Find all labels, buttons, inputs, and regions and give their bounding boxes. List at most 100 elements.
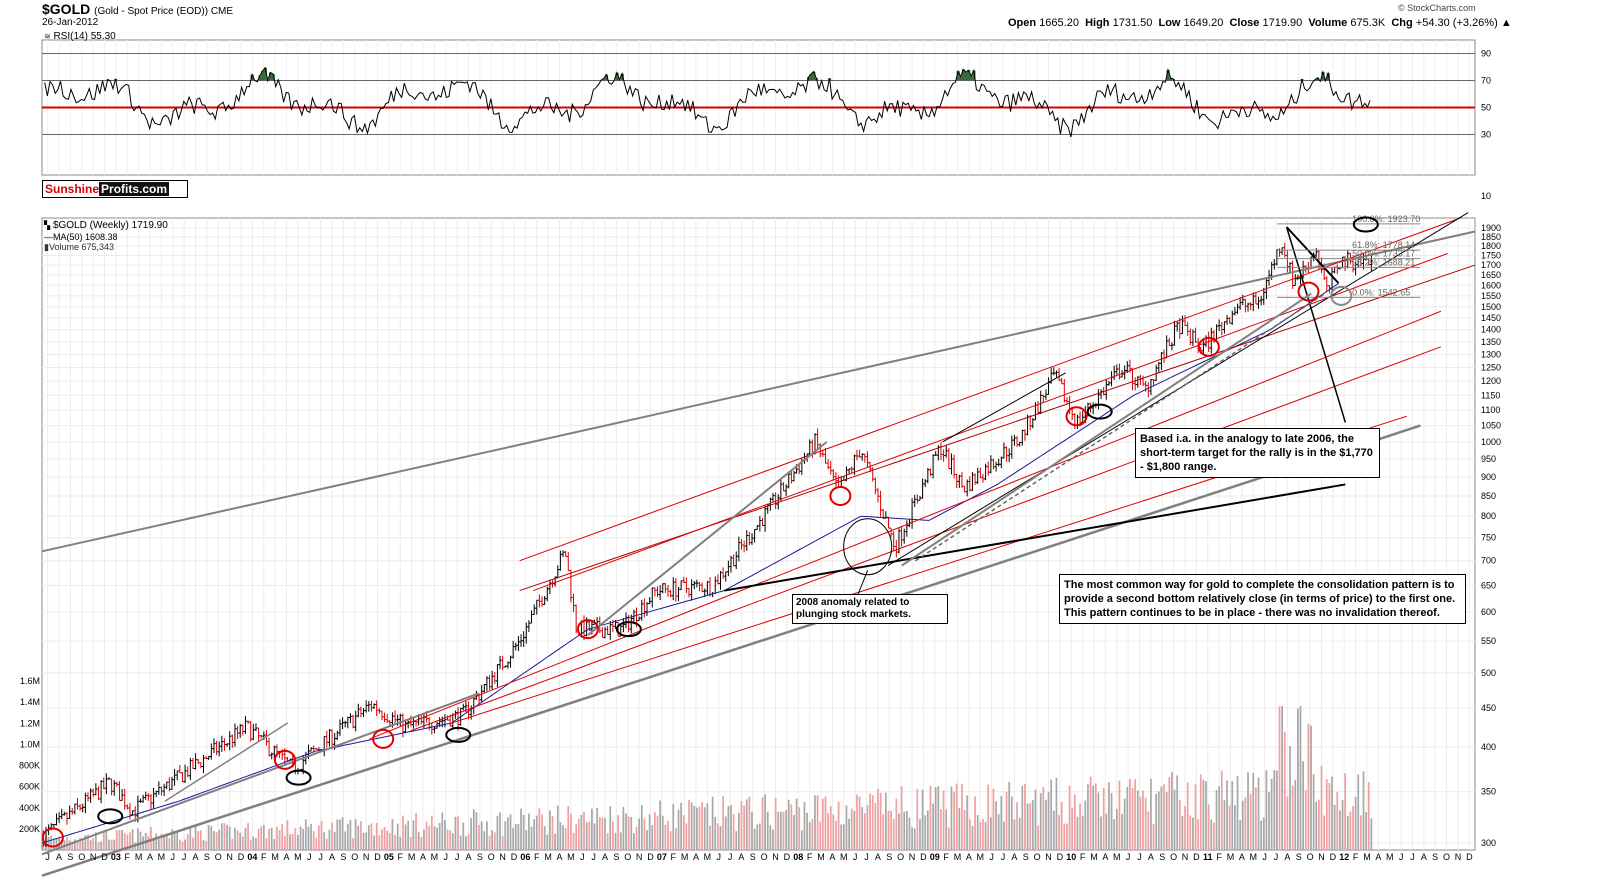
rsi-overbought-fill xyxy=(261,70,265,81)
volume-bar xyxy=(68,840,71,850)
volume-bar xyxy=(1010,796,1013,850)
volume-bar xyxy=(139,831,142,850)
volume-bar xyxy=(585,822,588,850)
price-tick-label: 1700 xyxy=(1481,260,1501,270)
volume-bar xyxy=(570,813,572,850)
price-legend: ▚ $GOLD (Weekly) 1719.90 xyxy=(44,220,168,231)
x-tick-label: A xyxy=(56,852,62,862)
x-tick-label: 12 xyxy=(1339,852,1349,862)
volume-bar xyxy=(895,798,898,850)
volume-bar xyxy=(171,829,173,850)
volume-bar xyxy=(675,828,677,850)
price-frame xyxy=(41,217,1476,851)
x-tick-label: J xyxy=(864,852,869,862)
volume-bar xyxy=(247,823,249,850)
volume-bar xyxy=(428,826,431,850)
x-tick-label: J xyxy=(989,852,994,862)
volume-bar xyxy=(339,819,341,850)
volume-bar xyxy=(661,815,664,850)
volume-bar xyxy=(913,828,916,850)
x-tick-label: M xyxy=(1090,852,1098,862)
volume-bar xyxy=(213,831,215,850)
volume-bar xyxy=(1121,813,1123,850)
volume-bar xyxy=(433,826,436,850)
volume-bar xyxy=(457,816,459,850)
volume-bar xyxy=(934,787,937,850)
volume-bar xyxy=(281,823,284,850)
volume-bar xyxy=(168,838,171,850)
volume-bar xyxy=(1157,791,1160,850)
rsi-overbought-fill xyxy=(961,69,966,81)
volume-bar xyxy=(989,817,992,850)
volume-bar xyxy=(299,826,302,850)
price-legend-icon: ▚ xyxy=(44,221,51,230)
x-tick-label: A xyxy=(1239,852,1245,862)
x-tick-label: 08 xyxy=(793,852,803,862)
volume-bar xyxy=(625,813,627,850)
volume-bar xyxy=(226,824,228,850)
volume-bar xyxy=(940,809,942,850)
volume-bar xyxy=(533,819,536,850)
high-label: High xyxy=(1085,17,1110,29)
price-tick-label: 1450 xyxy=(1481,313,1501,323)
x-tick-label: O xyxy=(1307,852,1314,862)
x-tick-label: D xyxy=(920,852,927,862)
volume-bar xyxy=(1155,793,1158,850)
x-tick-label: J xyxy=(171,852,176,862)
volume-tick-label: 1.2M xyxy=(20,718,40,728)
rsi-overbought-fill xyxy=(812,71,816,81)
volume-bar xyxy=(680,802,682,850)
volume-bar xyxy=(735,831,738,850)
volume-bar xyxy=(1270,778,1273,850)
volume-bar xyxy=(514,823,517,850)
volume-bar xyxy=(1344,773,1347,850)
price-tick-label: 550 xyxy=(1481,636,1496,646)
gray-support-2003 xyxy=(164,722,289,802)
volume-bar xyxy=(1333,804,1336,850)
volume-bar xyxy=(866,804,869,850)
volume-bar xyxy=(963,809,966,850)
volume-bar xyxy=(1115,808,1118,850)
volume-bar xyxy=(1147,811,1150,850)
x-tick-label: M xyxy=(977,852,985,862)
volume-bar xyxy=(1160,786,1163,850)
highlight-circle xyxy=(1330,285,1353,306)
volume-bar xyxy=(1192,817,1194,850)
volume-bar xyxy=(1283,731,1286,850)
volume-bar xyxy=(543,826,546,850)
red-line-2 xyxy=(519,217,1462,562)
fib-level-label: 38.2%: 1688.21 xyxy=(1352,257,1415,267)
x-tick-label: M xyxy=(1386,852,1394,862)
price-tick-label: 1600 xyxy=(1481,280,1501,290)
volume-bar xyxy=(604,818,606,850)
x-tick-label: J xyxy=(1126,852,1131,862)
volume-bar xyxy=(1220,770,1223,850)
highlight-circle xyxy=(41,827,64,848)
black-projection xyxy=(1285,226,1347,423)
volume-bar xyxy=(318,825,320,850)
volume-bar xyxy=(304,819,307,850)
highlight-circle xyxy=(372,728,395,749)
x-tick-label: O xyxy=(488,852,495,862)
volume-bar xyxy=(291,834,294,850)
x-tick-label: D xyxy=(784,852,791,862)
volume-bar xyxy=(76,841,79,850)
volume-bar xyxy=(252,836,255,850)
volume-bar xyxy=(672,804,675,850)
rsi-overbought-fill xyxy=(972,70,976,81)
volume-bar xyxy=(898,813,900,850)
x-tick-label: M xyxy=(817,852,825,862)
x-tick-label: A xyxy=(556,852,562,862)
volume-bar xyxy=(488,835,491,850)
volume-bar xyxy=(1213,822,1215,850)
volume-bar xyxy=(1328,783,1331,850)
volume-bar xyxy=(509,814,512,850)
x-tick-label: N xyxy=(909,852,916,862)
volume-bar xyxy=(785,810,787,850)
volume-bar xyxy=(415,812,417,850)
price-tick-label: 1800 xyxy=(1481,241,1501,251)
volume-bar xyxy=(260,826,263,850)
volume-bar xyxy=(564,828,567,850)
volume-bar xyxy=(310,823,312,850)
volume-bar xyxy=(669,831,672,850)
